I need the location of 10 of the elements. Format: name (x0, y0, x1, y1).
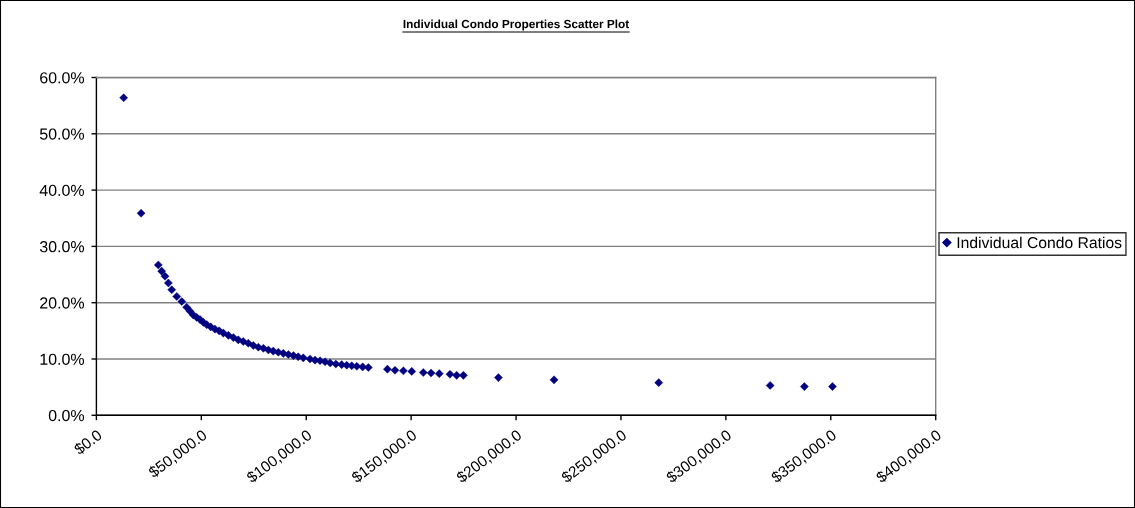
y-tick-label: 10.0% (40, 353, 85, 365)
y-tick-label: 50.0% (39, 128, 85, 140)
y-tick-label: 60.0% (40, 72, 85, 84)
y-tick-label: 30.0% (39, 241, 85, 253)
y-tick-label: 40.0% (39, 184, 85, 197)
y-tick-label: 0.0% (48, 409, 85, 422)
legend-label: Individual Condo Ratios (957, 236, 1122, 249)
y-tick-label: 20.0% (40, 297, 85, 309)
chart-title: Individual Condo Properties Scatter Plot (403, 19, 630, 31)
x-tick-label: $0.0 (72, 428, 104, 456)
